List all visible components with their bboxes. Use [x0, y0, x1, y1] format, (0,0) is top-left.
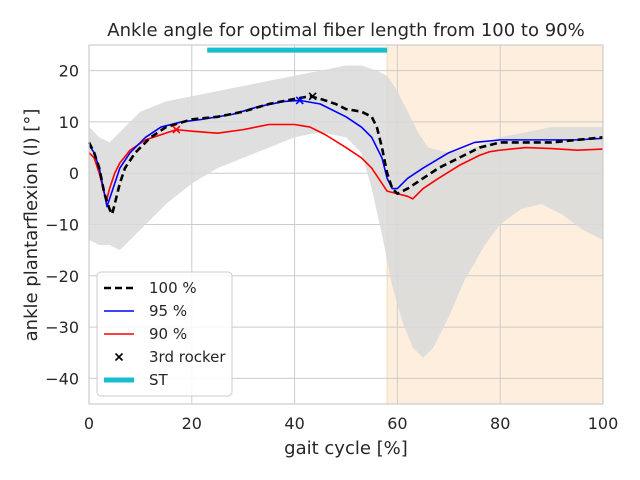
range-band: [89, 65, 603, 358]
axes-frame: [88, 44, 604, 405]
legend-item: 90 %: [104, 325, 187, 343]
x-axis-label: gait cycle [%]: [284, 438, 408, 459]
x-tick-label: 60: [387, 414, 407, 433]
y-tick-label: −20: [45, 267, 79, 286]
series-line-100pct: [87, 94, 604, 216]
legend-label: 90 %: [149, 325, 187, 343]
x-tick-label: 0: [84, 414, 94, 433]
legend-label: 100 %: [149, 279, 197, 297]
y-tick-label: −30: [45, 318, 79, 337]
legend-label: 95 %: [149, 302, 187, 320]
y-tick-label: 20: [59, 62, 79, 81]
x-tick-label: 100: [588, 414, 619, 433]
band-layer: [89, 65, 603, 358]
y-tick-label: 0: [69, 164, 79, 183]
marker-stroke: [295, 96, 304, 105]
series-layer: [87, 94, 604, 216]
legend-box: [96, 271, 233, 397]
legend-label: ST: [149, 371, 169, 389]
third-rocker-marker: [295, 96, 304, 105]
marker-layer: [172, 92, 317, 134]
marker-stroke: [172, 125, 181, 134]
legend-label: 3rd rocker: [149, 348, 226, 366]
third-rocker-marker: [172, 125, 181, 134]
marker-stroke: [308, 92, 317, 101]
legend-swatch: [114, 352, 124, 362]
legend-item: 100 %: [104, 279, 197, 297]
legend-item: ST: [104, 371, 169, 389]
y-tick-label: −40: [45, 369, 79, 388]
y-tick-labels: 20 10 0 −10 −20 −30 −40: [45, 62, 79, 389]
legend-item: 95 %: [104, 302, 187, 320]
series-line-95pct: [88, 99, 604, 208]
y-tick-label: 10: [59, 113, 79, 132]
x-tick-label: 20: [182, 414, 202, 433]
legend: 100 % 95 % 90 % 3rd rocker ST: [96, 271, 233, 397]
chart-title: Ankle angle for optimal fiber length fro…: [107, 20, 584, 41]
axes-border: [88, 44, 604, 405]
y-axis-label: ankle plantarflexion (l) [°]: [21, 109, 42, 342]
legend-item: 3rd rocker: [114, 348, 226, 366]
x-tick-label: 80: [490, 414, 510, 433]
third-rocker-marker: [308, 92, 317, 101]
x-tick-labels: 0 20 40 60 80 100: [84, 414, 618, 433]
x-tick-label: 40: [284, 414, 304, 433]
series-line-90pct: [88, 123, 604, 200]
y-tick-label: −10: [45, 216, 79, 235]
